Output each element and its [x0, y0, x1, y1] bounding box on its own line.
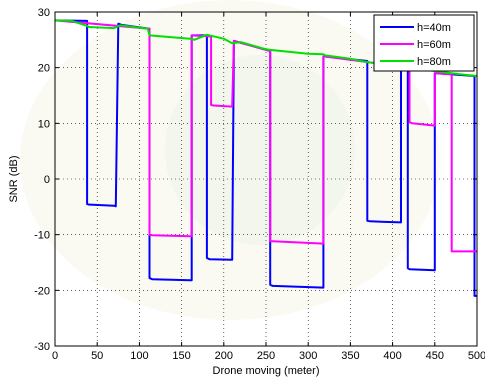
- legend-label: h=60m: [417, 39, 451, 51]
- y-tick-labels: -30 -20 -10 0 10 20 30: [34, 7, 50, 353]
- x-tick-label: 200: [215, 350, 233, 362]
- y-tick-label: 30: [38, 7, 50, 19]
- x-tick-label: 350: [341, 350, 359, 362]
- y-tick-label: -20: [34, 285, 50, 297]
- x-tick-label: 0: [52, 350, 58, 362]
- x-tick-label: 500: [468, 350, 485, 362]
- x-tick-label: 450: [426, 350, 444, 362]
- y-tick-label: 0: [44, 174, 50, 186]
- y-tick-label: -30: [34, 341, 50, 353]
- legend-label: h=80m: [417, 56, 451, 68]
- x-axis-label: Drone moving (meter): [213, 365, 320, 377]
- y-tick-label: -10: [34, 230, 50, 242]
- y-tick-label: 10: [38, 118, 50, 130]
- x-tick-label: 150: [172, 350, 190, 362]
- legend-label: h=40m: [417, 22, 451, 34]
- x-tick-labels: 0 50 100 150 200 250 300 350 400 450 500: [52, 350, 485, 362]
- y-tick-label: 20: [38, 63, 50, 75]
- y-axis-label: SNR (dB): [8, 155, 20, 202]
- legend: h=40m h=60m h=80m: [374, 15, 474, 71]
- x-tick-label: 250: [257, 350, 275, 362]
- x-tick-label: 300: [299, 350, 317, 362]
- x-tick-label: 100: [130, 350, 148, 362]
- x-tick-label: 50: [91, 350, 103, 362]
- x-tick-label: 400: [383, 350, 401, 362]
